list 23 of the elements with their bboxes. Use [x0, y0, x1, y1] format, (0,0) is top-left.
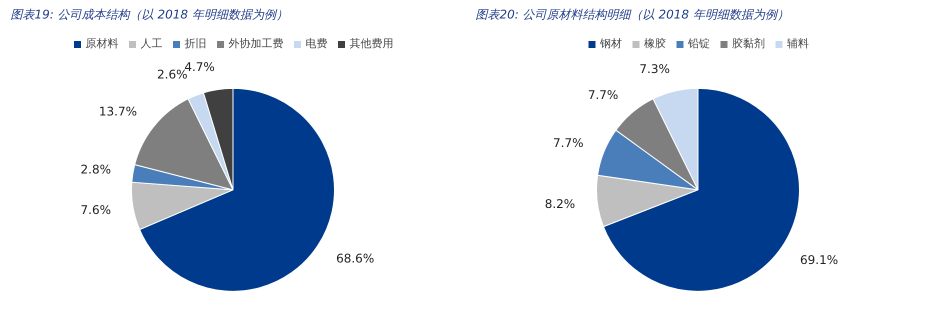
legend-label: 铅锭: [688, 36, 710, 51]
data-label: 7.6%: [80, 203, 112, 218]
data-label: 13.7%: [98, 104, 138, 119]
legend-label: 人工: [140, 36, 162, 51]
data-label: 7.7%: [588, 88, 618, 102]
legend-label: 其他费用: [350, 36, 394, 51]
data-label: 2.8%: [80, 162, 112, 177]
legend-label: 折旧: [184, 36, 206, 51]
legend-label: 原材料: [86, 36, 118, 51]
legend-label: 钢材: [600, 36, 622, 51]
legend-label: 橡胶: [644, 36, 666, 51]
data-label: 68.6%: [336, 251, 374, 266]
legend-label: 外协加工费: [228, 36, 284, 51]
data-label: 7.7%: [553, 136, 584, 150]
chart-title: 图表20: 公司原材料结构明细（以 2018 年明细数据为例）: [476, 8, 789, 22]
legend-label: 电费: [306, 36, 328, 51]
legend-label: 胶黏剂: [732, 36, 765, 51]
data-label: 8.2%: [544, 196, 576, 211]
chart-title: 图表19: 公司成本结构（以 2018 年明细数据为例）: [10, 8, 288, 22]
legend-label: 辅料: [787, 36, 809, 51]
data-label: 7.3%: [639, 62, 670, 76]
data-label: 4.7%: [184, 60, 215, 74]
data-label: 69.1%: [800, 252, 838, 267]
